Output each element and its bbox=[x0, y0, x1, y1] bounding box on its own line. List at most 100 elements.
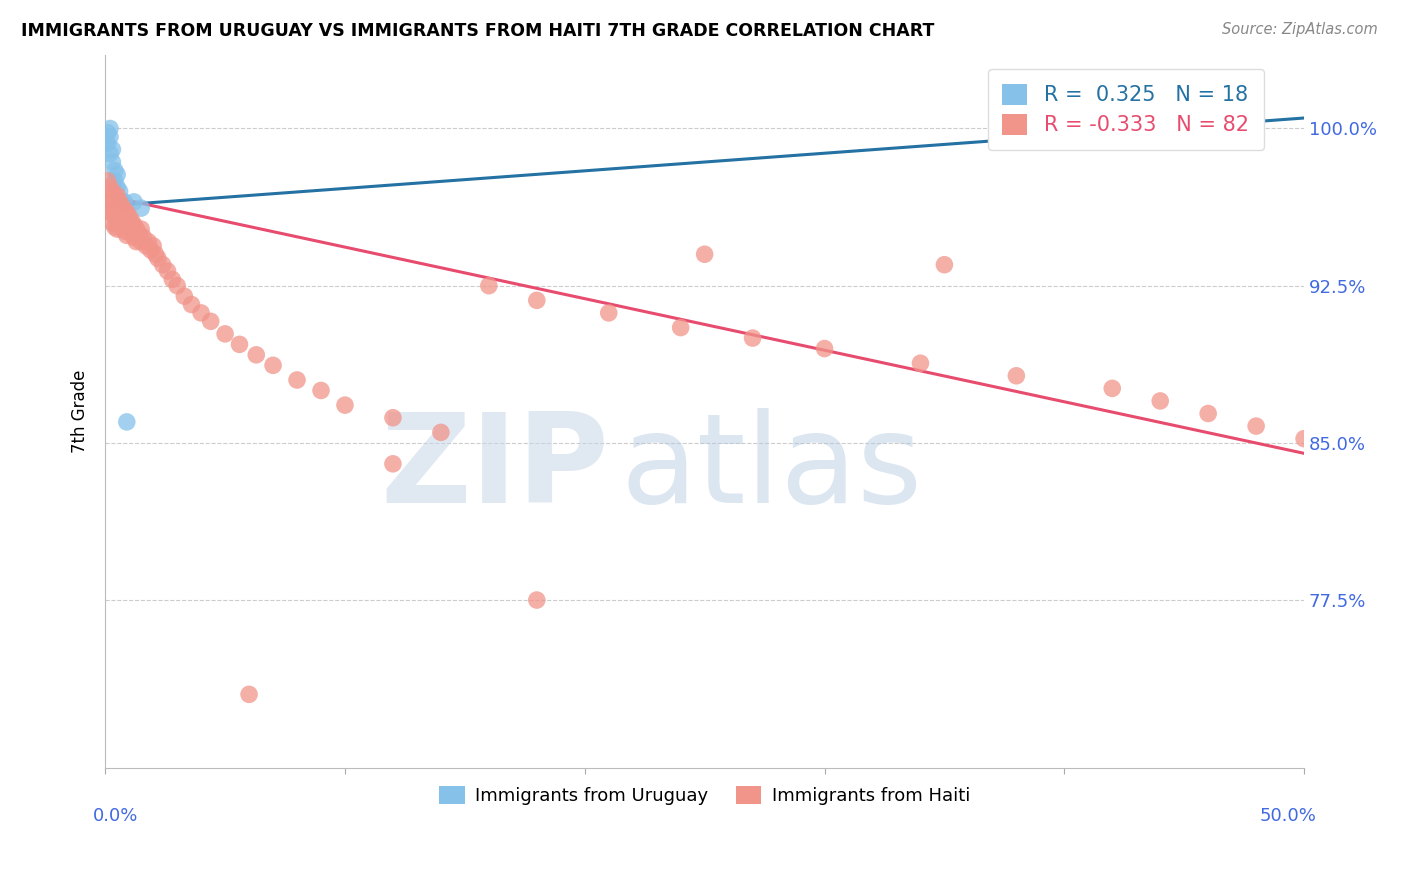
Point bbox=[98, 180, 121, 194]
Point bbox=[238, 687, 260, 701]
Text: 0.0%: 0.0% bbox=[93, 807, 139, 825]
Point bbox=[108, 205, 131, 219]
Point bbox=[1244, 419, 1267, 434]
Point bbox=[478, 278, 501, 293]
Point bbox=[132, 230, 155, 244]
Point bbox=[309, 384, 332, 398]
Point bbox=[135, 239, 157, 253]
Point bbox=[139, 243, 162, 257]
Point bbox=[98, 121, 121, 136]
Point bbox=[262, 359, 284, 373]
Point bbox=[108, 216, 131, 230]
Point bbox=[105, 222, 128, 236]
Point bbox=[98, 129, 121, 144]
Point bbox=[146, 252, 169, 266]
Point bbox=[97, 126, 120, 140]
Point bbox=[111, 219, 134, 234]
Point bbox=[166, 278, 188, 293]
Point bbox=[101, 143, 124, 157]
Point bbox=[101, 205, 124, 219]
Point bbox=[333, 398, 356, 412]
Point bbox=[108, 185, 131, 199]
Point bbox=[111, 210, 134, 224]
Point bbox=[125, 235, 148, 249]
Point bbox=[741, 331, 763, 345]
Legend: Immigrants from Uruguay, Immigrants from Haiti: Immigrants from Uruguay, Immigrants from… bbox=[432, 779, 977, 812]
Point bbox=[105, 168, 128, 182]
Text: IMMIGRANTS FROM URUGUAY VS IMMIGRANTS FROM HAITI 7TH GRADE CORRELATION CHART: IMMIGRANTS FROM URUGUAY VS IMMIGRANTS FR… bbox=[21, 22, 935, 40]
Point bbox=[111, 194, 134, 209]
Point bbox=[1101, 111, 1123, 125]
Point bbox=[526, 293, 548, 308]
Point bbox=[115, 205, 138, 219]
Point bbox=[98, 146, 121, 161]
Point bbox=[200, 314, 222, 328]
Point bbox=[101, 155, 124, 169]
Point bbox=[104, 219, 127, 234]
Point bbox=[115, 228, 138, 243]
Point bbox=[101, 216, 124, 230]
Point bbox=[112, 213, 135, 227]
Point bbox=[173, 289, 195, 303]
Point bbox=[152, 258, 174, 272]
Point bbox=[98, 188, 121, 202]
Point bbox=[129, 222, 152, 236]
Point bbox=[122, 218, 145, 232]
Point bbox=[381, 457, 404, 471]
Point bbox=[98, 205, 121, 219]
Point bbox=[813, 342, 835, 356]
Text: ZIP: ZIP bbox=[380, 408, 609, 529]
Point bbox=[122, 194, 145, 209]
Point bbox=[1005, 368, 1028, 383]
Point bbox=[104, 210, 127, 224]
Point bbox=[122, 230, 145, 244]
Point bbox=[121, 227, 143, 241]
Point bbox=[115, 415, 138, 429]
Point bbox=[121, 213, 143, 227]
Point bbox=[105, 201, 128, 215]
Point bbox=[145, 247, 167, 261]
Point bbox=[129, 235, 152, 249]
Point bbox=[1101, 381, 1123, 395]
Point bbox=[381, 410, 404, 425]
Point bbox=[138, 235, 160, 249]
Point bbox=[125, 222, 148, 236]
Point bbox=[104, 163, 127, 178]
Point bbox=[118, 222, 141, 236]
Point bbox=[97, 174, 120, 188]
Point bbox=[598, 306, 620, 320]
Point bbox=[1149, 393, 1171, 408]
Point bbox=[245, 348, 267, 362]
Point bbox=[669, 320, 692, 334]
Point bbox=[97, 136, 120, 150]
Point bbox=[115, 218, 138, 232]
Point bbox=[129, 201, 152, 215]
Point bbox=[190, 306, 212, 320]
Point bbox=[934, 258, 956, 272]
Point bbox=[112, 203, 135, 218]
Text: atlas: atlas bbox=[620, 408, 922, 529]
Point bbox=[430, 425, 453, 440]
Point bbox=[108, 194, 131, 209]
Point bbox=[112, 194, 135, 209]
Point bbox=[214, 326, 236, 341]
Point bbox=[228, 337, 250, 351]
Point bbox=[105, 180, 128, 194]
Point bbox=[104, 188, 127, 202]
Y-axis label: 7th Grade: 7th Grade bbox=[72, 370, 89, 453]
Point bbox=[162, 272, 184, 286]
Point bbox=[1294, 432, 1316, 446]
Point bbox=[101, 194, 124, 209]
Point bbox=[111, 199, 134, 213]
Point bbox=[128, 227, 150, 241]
Point bbox=[118, 210, 141, 224]
Point bbox=[105, 211, 128, 226]
Point bbox=[693, 247, 716, 261]
Point bbox=[104, 201, 127, 215]
Point bbox=[105, 188, 128, 202]
Point bbox=[1197, 407, 1219, 421]
Point bbox=[104, 174, 127, 188]
Point bbox=[526, 593, 548, 607]
Point bbox=[180, 297, 202, 311]
Point bbox=[97, 194, 120, 209]
